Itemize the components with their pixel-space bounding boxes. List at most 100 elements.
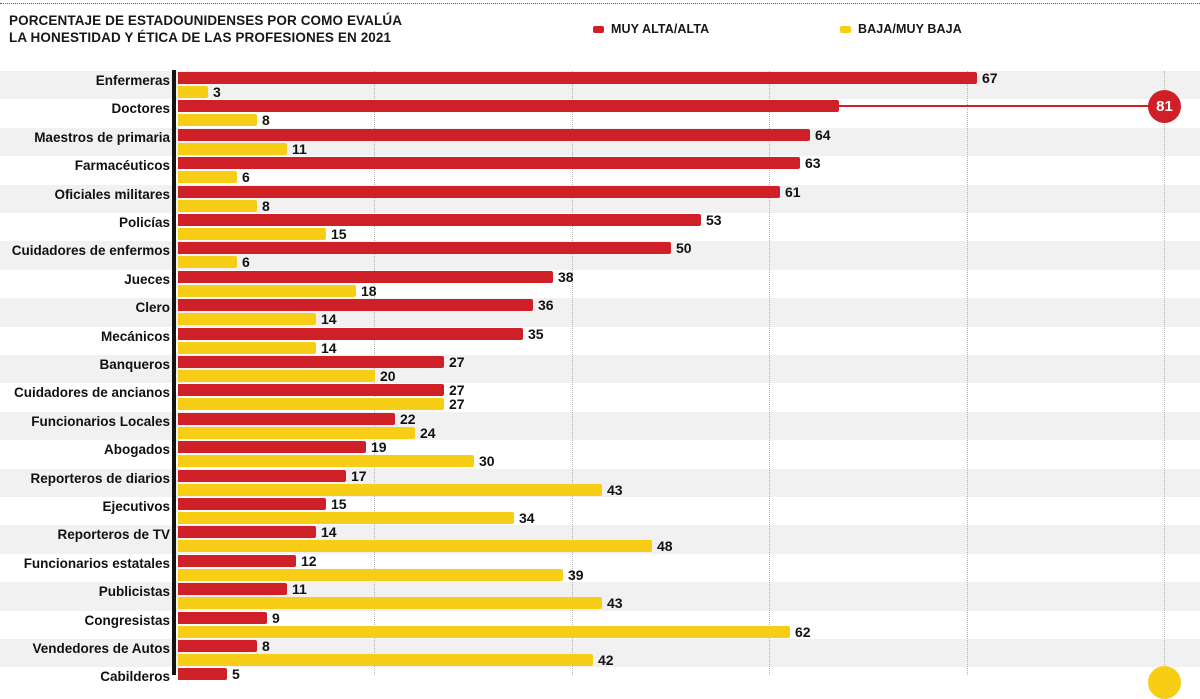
profession-row: Reporteros de TV 14 48: [0, 525, 1200, 553]
profession-row: Maestros de primaria 64 11: [0, 128, 1200, 156]
value-baja: 30: [479, 453, 495, 470]
value-muy-alta: 67: [982, 70, 998, 86]
bar-baja: [178, 284, 356, 297]
bar-muy-alta: [178, 384, 444, 397]
profession-label: Doctores: [111, 101, 170, 117]
value-muy-alta: 36: [538, 297, 554, 314]
legend-label-muy-alta: MUY ALTA/ALTA: [611, 22, 710, 36]
value-baja: 27: [449, 396, 465, 413]
callout-line: [829, 105, 1152, 108]
bar-muy-alta: [178, 469, 346, 482]
profession-label: Abogados: [104, 442, 170, 458]
profession-row: Funcionarios estatales 12 39: [0, 554, 1200, 582]
value-baja: 43: [607, 595, 623, 612]
bar-muy-alta: [178, 270, 553, 283]
value-muy-alta: 17: [351, 467, 367, 484]
profession-label: Reporteros de TV: [57, 527, 170, 543]
profession-row: Oficiales militares 61 8: [0, 185, 1200, 213]
bar-muy-alta: [178, 441, 366, 454]
bar-muy-alta: [178, 526, 316, 539]
profession-label: Cabilderos: [100, 669, 170, 685]
value-baja: 24: [420, 424, 436, 441]
profession-label: Maestros de primaria: [34, 129, 170, 145]
profession-row: Funcionarios Locales 22 24: [0, 412, 1200, 440]
bar-muy-alta: [178, 128, 810, 141]
legend-item-baja: BAJA/MUY BAJA: [840, 21, 962, 37]
bar-muy-alta: [178, 299, 533, 312]
bar-baja: [178, 426, 415, 439]
value-muy-alta: 9: [272, 609, 280, 626]
profession-label: Publicistas: [98, 584, 170, 600]
profession-row: Cuidadores de enfermos 50 6: [0, 241, 1200, 269]
profession-label: Funcionarios Locales: [31, 413, 170, 429]
bar-baja: [178, 540, 652, 553]
bar-muy-alta: [178, 498, 326, 510]
value-muy-alta: 15: [331, 496, 347, 512]
value-baja: 15: [331, 226, 347, 242]
profession-row: Reporteros de diarios 17 43: [0, 469, 1200, 497]
bar-baja: [178, 256, 237, 269]
gridline-60: [769, 71, 771, 675]
legend-label-baja: BAJA/MUY BAJA: [858, 22, 962, 36]
bar-muy-alta: [178, 554, 296, 567]
value-baja: 34: [519, 510, 535, 526]
profession-row: Jueces 38 18: [0, 270, 1200, 298]
value-muy-alta: 27: [449, 382, 465, 399]
bar-muy-alta: [178, 100, 839, 113]
chart-title-line2: LA HONESTIDAD Y ÉTICA DE LAS PROFESIONES…: [9, 30, 392, 45]
value-baja: 11: [292, 140, 307, 157]
profession-row: Policías 53 15: [0, 213, 1200, 241]
bar-muy-alta: [178, 640, 257, 652]
bar-baja: [178, 398, 444, 411]
value-muy-alta: 19: [371, 439, 387, 456]
value-baja: 6: [242, 169, 250, 186]
value-baja: 14: [321, 311, 337, 328]
profession-label: Oficiales militares: [54, 186, 170, 202]
bar-baja: [178, 568, 563, 581]
value-baja: 42: [598, 652, 614, 668]
bar-muy-alta: [178, 356, 444, 368]
bar-baja: [178, 199, 257, 212]
profession-label: Cuidadores de ancianos: [13, 385, 170, 401]
profession-row: Doctores 8 81: [0, 90, 1200, 127]
value-baja: 48: [657, 538, 673, 555]
value-muy-alta: 61: [785, 183, 801, 200]
bar-baja: [178, 455, 474, 468]
value-baja: 18: [361, 282, 377, 299]
value-baja: 20: [380, 368, 396, 384]
value-muy-alta: 53: [706, 212, 722, 228]
bar-muy-alta: [178, 185, 780, 198]
y-axis-line: [172, 70, 176, 675]
bar-baja: [178, 654, 593, 666]
value-muy-alta: 35: [528, 325, 544, 342]
value-muy-alta: 50: [676, 240, 692, 257]
profession-row: Mecánicos 35 14: [0, 327, 1200, 355]
value-badge-baja-clipped: [1148, 666, 1181, 699]
bar-baja: [178, 341, 316, 354]
legend-swatch-yellow: [840, 25, 851, 33]
value-baja: 6: [242, 254, 250, 271]
value-muy-alta: 38: [558, 268, 574, 285]
profession-label: Mecánicos: [100, 328, 170, 344]
legend-item-muy-alta: MUY ALTA/ALTA: [593, 21, 709, 37]
value-muy-alta: 12: [301, 552, 317, 569]
profession-label: Enfermeras: [95, 73, 170, 88]
profession-label: Ejecutivos: [102, 499, 170, 514]
value-baja: 8: [262, 197, 270, 214]
profession-row: Congresistas 9 62: [0, 611, 1200, 639]
value-muy-alta: 63: [805, 155, 821, 172]
bar-baja: [178, 114, 257, 127]
chart-title: PORCENTAJE DE ESTADOUNIDENSES POR COMO E…: [9, 12, 569, 46]
bar-muy-alta: [178, 583, 287, 596]
bar-baja: [178, 370, 375, 382]
profession-row: Banqueros 27 20: [0, 355, 1200, 383]
top-dotted-rule: [0, 3, 1200, 4]
value-baja: 62: [795, 623, 811, 640]
value-muy-alta: 8: [262, 638, 270, 654]
bar-muy-alta: [178, 412, 395, 425]
profession-label: Cuidadores de enfermos: [11, 243, 170, 259]
value-muy-alta: 11: [292, 581, 307, 598]
value-badge-muy-alta: 81: [1148, 90, 1181, 124]
value-muy-alta: 5: [232, 666, 240, 683]
value-muy-alta: 27: [449, 354, 465, 370]
